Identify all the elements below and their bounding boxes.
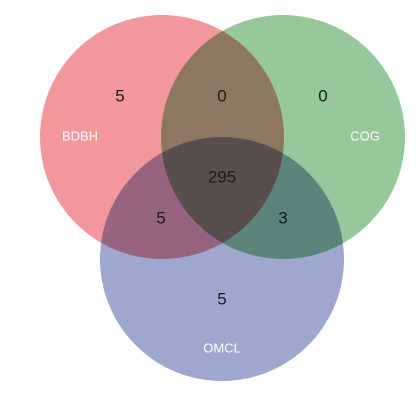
set-label-bdbh: BDBH xyxy=(62,128,98,143)
set-label-cog: COG xyxy=(350,128,380,143)
region-counts: 5 0 0 295 5 3 5 xyxy=(115,86,327,308)
count-bdbh-omcl: 5 xyxy=(156,208,165,227)
count-cog-omcl: 3 xyxy=(278,208,287,227)
set-label-omcl: OMCL xyxy=(203,340,241,355)
count-omcl-only: 5 xyxy=(217,289,226,308)
omcl-circle xyxy=(100,137,344,381)
count-all-three: 295 xyxy=(208,167,236,186)
set-labels: BDBH COG OMCL xyxy=(62,128,380,355)
count-bdbh-only: 5 xyxy=(115,86,124,105)
count-bdbh-cog: 0 xyxy=(217,86,226,105)
venn-circles xyxy=(40,15,405,381)
count-cog-only: 0 xyxy=(318,86,327,105)
